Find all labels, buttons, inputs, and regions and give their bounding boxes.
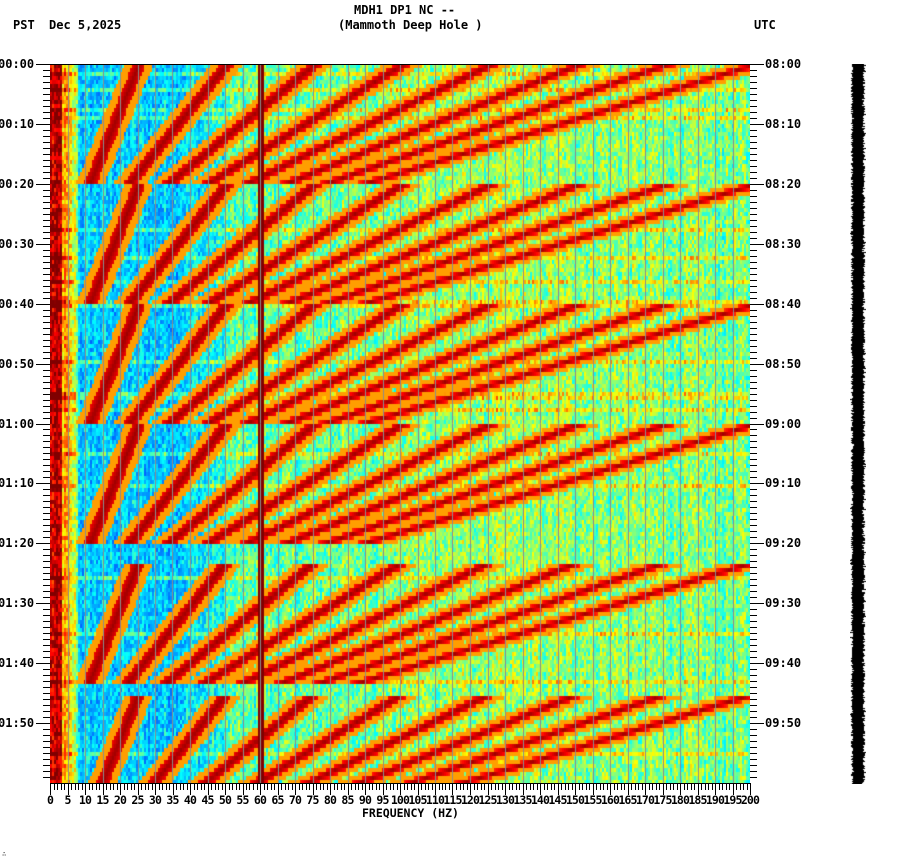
x-tick-label: 90	[358, 793, 372, 807]
date-label: Dec 5,2025	[49, 18, 122, 32]
x-axis-title: FREQUENCY (HZ)	[362, 806, 459, 820]
y-tick-label-left: 00:50	[0, 356, 35, 371]
y-tick-label-right: 08:00	[765, 57, 802, 71]
left-timezone-label: PST	[13, 18, 35, 32]
x-tick-label: 60	[253, 793, 267, 807]
x-tick-label: 45	[201, 793, 214, 807]
x-tick-label: 175	[653, 793, 672, 807]
x-tick-label: 80	[323, 793, 337, 807]
x-tick-label: 120	[460, 793, 480, 807]
x-tick-label: 100	[390, 793, 410, 807]
seismogram-trace	[850, 64, 866, 784]
x-tick-label: 135	[513, 793, 532, 807]
x-tick-label: 180	[670, 793, 690, 807]
x-tick-label: 130	[495, 793, 515, 807]
x-tick-label: 85	[341, 793, 354, 807]
y-tick-label-left: 01:20	[0, 536, 35, 551]
x-tick-label: 190	[705, 793, 725, 807]
y-tick-label-left: 01:00	[0, 416, 35, 431]
y-tick-label-right: 09:10	[765, 476, 802, 491]
right-timezone-label: UTC	[754, 18, 776, 32]
station-name: (Mammoth Deep Hole )	[338, 18, 483, 32]
y-tick-label-right: 09:00	[765, 416, 802, 431]
x-tick-label: 145	[548, 793, 567, 807]
y-tick-label-right: 08:50	[765, 356, 802, 371]
x-tick-label: 10	[78, 793, 92, 807]
corner-mark: ∴	[2, 850, 7, 858]
spectrogram-plot	[50, 64, 750, 783]
x-tick-label: 155	[583, 793, 602, 807]
y-tick-label-left: 01:50	[0, 716, 35, 731]
x-tick-label: 105	[408, 793, 427, 807]
x-tick-label: 50	[218, 793, 232, 807]
x-tick-label: 70	[288, 793, 302, 807]
x-tick-label: 160	[600, 793, 620, 807]
x-tick-label: 35	[166, 793, 179, 807]
y-tick-label-left: 00:20	[0, 176, 35, 191]
x-tick-label: 5	[64, 793, 71, 807]
x-tick-label: 30	[148, 793, 162, 807]
x-tick-label: 115	[443, 793, 462, 807]
y-tick-label-left: 00:40	[0, 296, 35, 311]
y-tick-label-left: 01:10	[0, 476, 35, 491]
y-tick-label-right: 09:30	[765, 596, 802, 611]
y-tick-label-right: 08:20	[765, 176, 802, 191]
y-tick-label-right: 09:50	[765, 716, 802, 731]
x-tick-label: 95	[376, 793, 389, 807]
x-tick-label: 125	[478, 793, 497, 807]
y-tick-label-left: 00:30	[0, 236, 35, 251]
x-tick-label: 75	[306, 793, 319, 807]
y-tick-label-left: 00:00	[0, 57, 35, 71]
y-tick-label-right: 08:10	[765, 116, 802, 131]
y-tick-label-left: 01:40	[0, 656, 35, 671]
y-tick-label-right: 09:40	[765, 656, 802, 671]
y-tick-label-left: 01:30	[0, 596, 35, 611]
y-tick-label-right: 08:40	[765, 296, 802, 311]
x-tick-label: 170	[635, 793, 655, 807]
spectrogram-canvas	[50, 64, 750, 783]
x-tick-label: 150	[565, 793, 585, 807]
x-tick-label: 0	[46, 793, 54, 807]
x-tick-label: 200	[740, 793, 760, 807]
x-tick-label: 165	[618, 793, 637, 807]
x-tick-label: 55	[236, 793, 249, 807]
x-tick-label: 15	[96, 793, 109, 807]
x-tick-label: 195	[723, 793, 742, 807]
y-tick-label-right: 08:30	[765, 236, 802, 251]
x-tick-label: 40	[183, 793, 197, 807]
station-title: MDH1 DP1 NC --	[354, 3, 456, 17]
y-tick-label-right: 09:20	[765, 536, 802, 551]
x-tick-label: 65	[271, 793, 284, 807]
x-tick-label: 185	[688, 793, 707, 807]
x-tick-label: 20	[113, 793, 127, 807]
y-tick-label-left: 00:10	[0, 116, 35, 131]
x-tick-label: 25	[131, 793, 144, 807]
x-tick-label: 140	[530, 793, 550, 807]
x-tick-label: 110	[425, 793, 445, 807]
